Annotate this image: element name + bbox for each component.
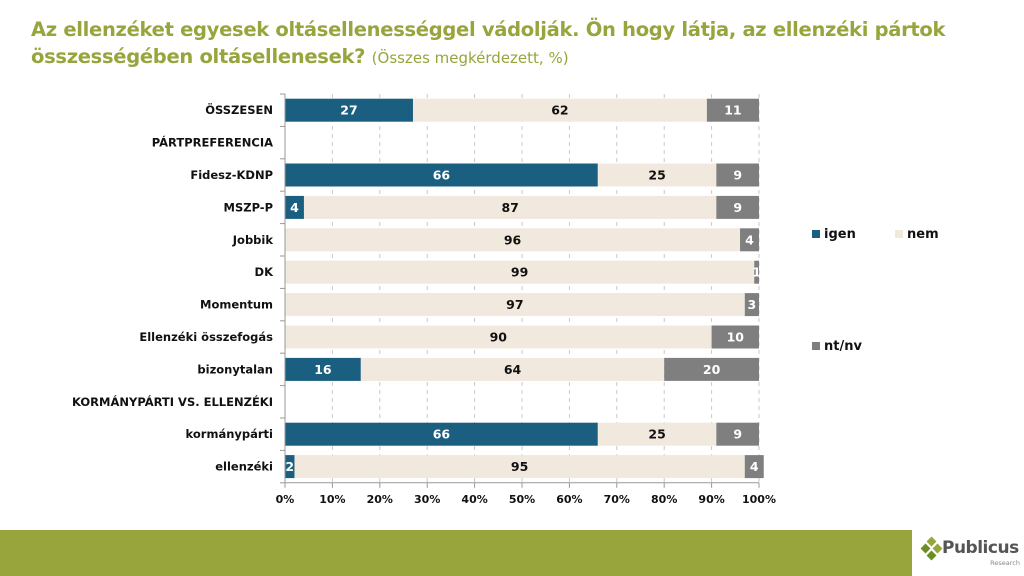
- bar-segment-nem: [597, 163, 717, 187]
- legend-swatch-igen: [812, 230, 820, 238]
- legend-label: nt/nv: [824, 339, 862, 354]
- category-label: Momentum: [200, 298, 273, 312]
- chart-title-main: Az ellenzéket egyesek oltásellenességgel…: [31, 18, 946, 68]
- x-tick-label: 30%: [414, 493, 440, 506]
- data-label: 64: [504, 362, 522, 377]
- axes: [280, 93, 760, 488]
- bar-segment-ntnv: [706, 98, 759, 122]
- x-tick-label: 40%: [461, 493, 487, 506]
- category-label: kormánypárti: [186, 427, 273, 441]
- category-label: DK: [255, 265, 275, 279]
- legend-swatch-nem: [895, 230, 903, 238]
- bar-segment-igen: [285, 98, 413, 122]
- x-tick-label: 0%: [276, 493, 295, 506]
- data-label: 3: [748, 297, 757, 312]
- logo-name: Publicus: [942, 538, 1019, 558]
- bar-segment-nem: [285, 228, 741, 252]
- logo-subtitle: Research: [990, 559, 1020, 567]
- bar-segment-nem: [285, 293, 745, 317]
- bar-segment-ntnv: [664, 357, 759, 381]
- category-label: ÖSSZESEN: [205, 102, 273, 117]
- data-label: 4: [745, 232, 754, 247]
- data-label: 1: [752, 265, 761, 280]
- x-tick-label: 50%: [509, 493, 535, 506]
- data-label: 16: [314, 362, 332, 377]
- category-label: ellenzéki: [215, 460, 273, 474]
- x-tick-label: 100%: [742, 493, 776, 506]
- category-labels: ÖSSZESEN PÁRTPREFERENCIA Fidesz-KDNP MSZP-P…: [72, 102, 274, 473]
- data-label: 66: [433, 168, 451, 183]
- legend-label: igen: [824, 227, 856, 242]
- bar-segment-nem: [285, 260, 755, 284]
- data-label: 95: [511, 459, 528, 474]
- gridlines: [331, 94, 760, 483]
- bar-segment-ntnv: [754, 260, 759, 284]
- bar-segment-nem: [285, 325, 712, 349]
- bars: 27 62 11 66 25 9 4 87 9 96 4 99 1 97 3 90 10 16 64 20 66 25 9 2…: [285, 98, 764, 479]
- chart-subtitle: (Összes megkérdezett, %): [371, 49, 569, 67]
- data-label: 2: [285, 459, 294, 474]
- bar-segment-igen: [285, 357, 361, 381]
- publicus-logo: Publicus Research: [916, 536, 1024, 576]
- data-label: 96: [504, 232, 522, 247]
- category-label: bizonytalan: [197, 362, 273, 376]
- bar-segment-igen: [285, 455, 295, 479]
- category-label: MSZP-P: [224, 200, 274, 214]
- data-label: 20: [703, 362, 721, 377]
- category-label: KORMÁNYPÁRTI VS. ELLENZÉKI: [72, 394, 273, 409]
- category-label: Ellenzéki összefogás: [139, 330, 273, 344]
- data-label: 25: [648, 427, 665, 442]
- legend-label: nem: [907, 227, 939, 242]
- data-label: 25: [648, 168, 665, 183]
- data-label: 87: [501, 200, 518, 215]
- data-label: 27: [340, 103, 357, 118]
- bar-segment-igen: [285, 195, 304, 219]
- category-label: Jobbik: [232, 233, 274, 247]
- bar-segment-ntnv: [744, 455, 764, 479]
- bar-segment-nem: [303, 195, 717, 219]
- chart-title: Az ellenzéket egyesek oltásellenességgel…: [31, 16, 991, 72]
- bar-segment-nem: [412, 98, 707, 122]
- bar-segment-igen: [285, 163, 598, 187]
- data-label: 4: [290, 200, 299, 215]
- data-label: 99: [511, 265, 528, 280]
- data-label: 62: [551, 103, 568, 118]
- x-tick-label: 10%: [319, 493, 345, 506]
- bar-segment-nem: [294, 455, 745, 479]
- data-label: 90: [490, 330, 508, 345]
- data-label: 9: [733, 200, 742, 215]
- category-label: PÁRTPREFERENCIA: [152, 135, 273, 150]
- x-tick-label: 60%: [556, 493, 582, 506]
- data-label: 10: [727, 330, 745, 345]
- data-label: 9: [733, 168, 742, 183]
- x-tick-label: 20%: [367, 493, 393, 506]
- data-label: 4: [750, 459, 759, 474]
- data-label: 66: [433, 427, 451, 442]
- bar-segment-ntnv: [740, 228, 759, 252]
- bar-segment-nem: [360, 357, 665, 381]
- bar-segment-ntnv: [716, 195, 759, 219]
- bar-segment-ntnv: [716, 163, 759, 187]
- footer-bar: [0, 530, 912, 576]
- category-label: Fidesz-KDNP: [190, 168, 273, 182]
- bar-segment-nem: [597, 422, 717, 446]
- data-label: 97: [506, 297, 523, 312]
- data-label: 11: [724, 103, 741, 118]
- bar-segment-ntnv: [716, 422, 759, 446]
- publicus-diamond-icon: [920, 536, 943, 561]
- x-tick-labels: 0% 10% 20% 30% 40% 50% 60% 70% 80% 90% 100%: [276, 493, 776, 506]
- legend: igen nem nt/nv: [812, 227, 939, 354]
- x-tick-label: 80%: [651, 493, 677, 506]
- bar-segment-ntnv: [711, 325, 759, 349]
- legend-swatch-ntnv: [812, 342, 820, 350]
- data-label: 9: [733, 427, 742, 442]
- bar-segment-igen: [285, 422, 598, 446]
- x-tick-label: 90%: [698, 493, 724, 506]
- x-tick-label: 70%: [604, 493, 630, 506]
- bar-segment-ntnv: [744, 293, 759, 317]
